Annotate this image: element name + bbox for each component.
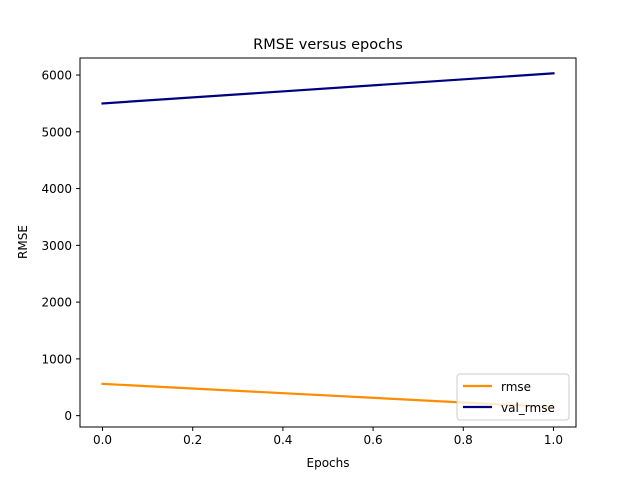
chart-title: RMSE versus epochs	[253, 37, 403, 53]
legend: rmse val_rmse	[456, 373, 570, 421]
series-line-val-rmse	[101, 72, 555, 105]
plot-frame	[79, 57, 577, 428]
y-tick-label: 3000	[41, 239, 72, 253]
y-tick-label: 1000	[41, 352, 72, 366]
x-ticks: 0.0 0.2 0.4 0.6 0.8 1.0	[93, 427, 563, 447]
y-tick-label: 4000	[41, 182, 72, 196]
x-tick-label: 0.6	[364, 433, 383, 447]
y-tick-label: 2000	[41, 296, 72, 310]
legend-label-val-rmse: val_rmse	[501, 401, 555, 415]
x-tick-label: 0.0	[93, 433, 112, 447]
y-axis-label: RMSE	[16, 225, 30, 259]
x-axis-label: Epochs	[307, 456, 350, 470]
legend-label-rmse: rmse	[501, 380, 531, 394]
x-tick-label: 0.2	[183, 433, 202, 447]
y-tick-label: 6000	[41, 69, 72, 83]
x-tick-label: 0.4	[273, 433, 292, 447]
y-tick-label: 0	[64, 409, 72, 423]
x-tick-label: 0.8	[454, 433, 473, 447]
y-ticks: 0 1000 2000 3000 4000 5000 6000	[41, 69, 80, 423]
y-tick-label: 5000	[41, 125, 72, 139]
x-tick-label: 1.0	[544, 433, 563, 447]
